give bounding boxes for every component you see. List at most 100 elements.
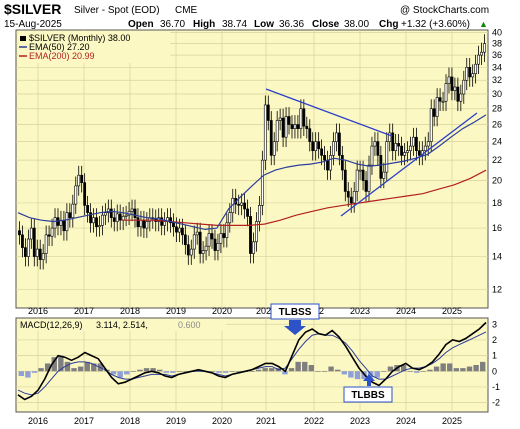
- price-candle-body: [160, 217, 164, 226]
- price-x-tick-label: 2024: [396, 306, 416, 316]
- price-candle-body: [423, 145, 427, 151]
- price-candle-body: [204, 245, 208, 251]
- tlbbs-arrow-up-icon: [363, 374, 375, 386]
- price-candle-body: [210, 233, 214, 240]
- price-candle-body: [272, 141, 276, 156]
- price-candle-body: [352, 191, 356, 204]
- macd-histogram-bar: [453, 368, 460, 372]
- low-value: 36.36: [279, 19, 304, 30]
- price-candle-body: [213, 238, 217, 251]
- macd-x-tick-label: 2019: [166, 416, 186, 426]
- macd-histogram-bar: [302, 361, 308, 372]
- macd-panel: -2 -1 0 1 2 3 MACD(12,26,9) 3.114, 2.514, 0.6…: [15, 317, 500, 426]
- price-y-tick-label: 30: [492, 89, 502, 99]
- price-candle-body: [465, 67, 469, 81]
- macd-histogram-bar: [288, 368, 295, 372]
- ema200-line: [122, 169, 487, 226]
- price-candle-body: [438, 97, 442, 102]
- price-candle-body: [263, 104, 267, 161]
- price-candle-body: [115, 213, 119, 222]
- price-candle-body: [71, 203, 75, 218]
- price-candle-body: [355, 169, 359, 192]
- macd-x-axis: 2016 2017 2018 2019 2020 2021 2022 2023 …: [28, 416, 462, 426]
- macd-histogram-bar: [473, 365, 479, 372]
- price-x-tick-label: 2025: [442, 306, 462, 316]
- price-candle-body: [349, 196, 353, 204]
- macd-histogram-bar: [387, 366, 394, 372]
- chg-up-arrow-icon: ▲: [479, 19, 488, 29]
- price-candle-body: [364, 180, 368, 192]
- price-panel-background: [15, 29, 489, 309]
- tlbbs-label-box: [343, 386, 393, 403]
- price-candle-body: [379, 155, 383, 179]
- macd-x-tick-label: 2023: [350, 416, 370, 426]
- macd-histogram-bar: [460, 368, 466, 372]
- macd-histogram-bar: [117, 371, 123, 378]
- price-candle-body: [278, 117, 282, 121]
- macd-histogram-bar: [255, 369, 262, 372]
- price-candle-body: [252, 241, 255, 254]
- price-candle-body: [216, 242, 220, 251]
- price-candle-body: [260, 159, 264, 206]
- macd-histogram-bar: [209, 371, 216, 372]
- price-candle-body: [450, 76, 454, 91]
- price-candle-body: [124, 214, 128, 217]
- price-candle-body: [335, 132, 338, 142]
- price-y-tick-label: 40: [492, 28, 502, 38]
- chg-value: +1.32 (+3.60%): [401, 19, 470, 30]
- macd-y-tick-label: 1: [492, 351, 497, 361]
- price-candle-body: [281, 117, 285, 138]
- price-candle-body: [249, 216, 252, 254]
- price-candle-body: [86, 205, 90, 213]
- price-candle-body: [296, 124, 300, 129]
- macd-x-tick-label: 2022: [304, 416, 324, 426]
- ema50-legend-label: EMA(50) 27.20: [29, 42, 90, 52]
- price-candle-body: [118, 213, 122, 221]
- price-candle-body: [462, 79, 466, 95]
- price-candle-body: [468, 67, 472, 78]
- price-candle-body: [326, 159, 329, 171]
- macd-histogram-bar: [407, 371, 413, 372]
- price-candle-body: [44, 234, 48, 254]
- price-candle-body: [178, 227, 181, 233]
- price-candle-body: [195, 231, 199, 236]
- macd-histogram-bar: [38, 368, 44, 372]
- macd-legend-hist: 0.600: [178, 320, 201, 330]
- chg-label: Chg: [379, 19, 398, 30]
- price-candle-body: [172, 222, 175, 228]
- price-candle-body: [343, 169, 347, 192]
- price-candle-body: [175, 226, 178, 233]
- macd-y-tick-label: -2: [492, 398, 500, 408]
- macd-legend-values: 3.114, 2.514,: [96, 320, 148, 330]
- macd-axis-ticks: -2 -1 0 1 2 3: [492, 319, 500, 407]
- price-candle-body: [32, 227, 36, 257]
- price-candle-body: [145, 221, 149, 229]
- price-candle-body: [38, 248, 42, 260]
- macd-histogram-bar: [334, 369, 341, 372]
- price-candle-body: [169, 217, 172, 224]
- price-candle-body: [480, 51, 483, 56]
- price-candle-body: [207, 233, 211, 247]
- price-candle-body: [50, 227, 54, 237]
- macd-x-tick-label: 2021: [256, 416, 276, 426]
- price-y-tick-label: 28: [492, 104, 502, 114]
- price-candle-body: [112, 217, 116, 222]
- price-candle-body: [24, 247, 27, 257]
- price-candle-body: [447, 76, 451, 84]
- macd-histogram-bar: [170, 371, 176, 373]
- price-candle-body: [308, 128, 312, 142]
- price-candle-body: [329, 155, 332, 171]
- macd-histogram-bar: [249, 371, 255, 372]
- price-y-tick-label: 20: [492, 175, 502, 185]
- price-candle-body: [201, 250, 205, 254]
- price-candle-body: [237, 203, 241, 206]
- macd-histogram-bar: [321, 371, 328, 372]
- price-candle-body: [358, 169, 362, 172]
- macd-y-tick-label: 2: [492, 335, 497, 345]
- macd-x-tick-label: 2024: [396, 416, 416, 426]
- price-x-tick-label: 2018: [120, 306, 140, 316]
- price-candle-body: [68, 212, 72, 218]
- price-candle-body: [142, 219, 146, 229]
- price-candle-body: [376, 141, 380, 156]
